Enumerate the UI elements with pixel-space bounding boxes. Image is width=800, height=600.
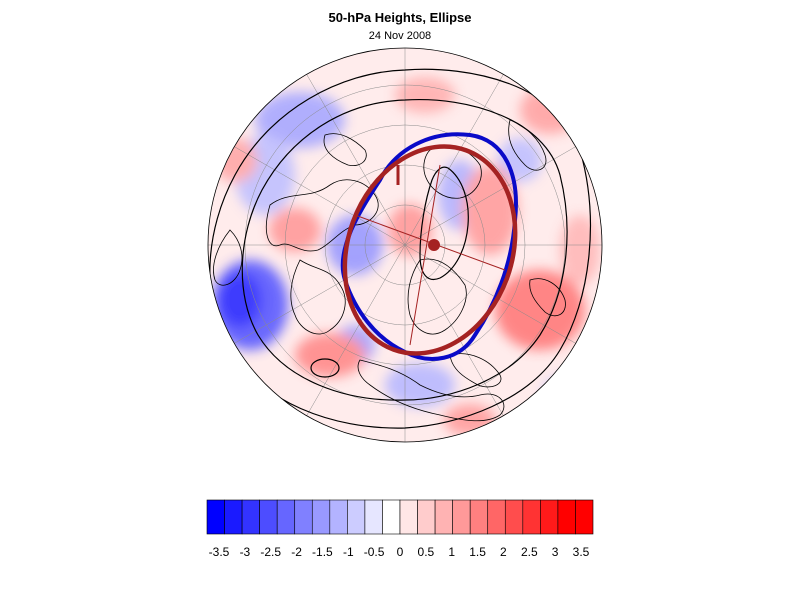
colorbar-tick-label: 1.5 bbox=[469, 545, 486, 559]
anomaly-field bbox=[208, 48, 602, 442]
colorbar-box bbox=[540, 499, 559, 535]
colorbar-box bbox=[329, 499, 348, 535]
colorbar-tick-label: 0.5 bbox=[418, 545, 435, 559]
colorbar-tick-label: 3.5 bbox=[573, 545, 590, 559]
colorbar-box bbox=[347, 499, 366, 535]
colorbar-tick-label: 1 bbox=[448, 545, 455, 559]
colorbar-box bbox=[469, 499, 489, 535]
map-date: 24 Nov 2008 bbox=[368, 30, 432, 42]
colorbar-tick-label: 0 bbox=[397, 545, 404, 559]
colorbar-tick-label: -2.5 bbox=[260, 545, 281, 559]
colorbar-labels: -3.5 -3 -2.5 -2 -1.5 -1 -0.5 0 0.5 1 1.5 2 2.5 3 3.5 bbox=[209, 545, 590, 559]
colorbar-box bbox=[575, 499, 594, 535]
colorbar-box bbox=[504, 499, 524, 535]
colorbar-box bbox=[206, 499, 225, 535]
map-title: 50-hPa Heights, Ellipse bbox=[328, 10, 472, 25]
colorbar-box bbox=[417, 499, 436, 535]
colorbar-box bbox=[434, 499, 453, 535]
ellipse-center-marker bbox=[428, 239, 440, 251]
colorbar-box bbox=[452, 499, 471, 535]
colorbar-tick-label: -3.5 bbox=[209, 545, 230, 559]
colorbar-tick-label: -1.5 bbox=[312, 545, 333, 559]
fitted-ellipse bbox=[342, 144, 518, 356]
colorbar-tick-label: 2.5 bbox=[521, 545, 538, 559]
colorbar-tick-label: -1 bbox=[343, 545, 354, 559]
colorbar-box bbox=[487, 499, 506, 535]
colorbar-tick-label: -3 bbox=[240, 545, 251, 559]
map-boundary bbox=[207, 47, 603, 443]
colorbar-box bbox=[224, 499, 243, 535]
colorbar-tick-label: 3 bbox=[552, 545, 559, 559]
colorbar-tick-label: -2 bbox=[291, 545, 302, 559]
colorbar-box bbox=[364, 499, 383, 535]
colorbar-box bbox=[259, 499, 278, 535]
colorbar-box bbox=[241, 499, 260, 535]
colorbar-box bbox=[399, 499, 418, 535]
colorbar-box bbox=[382, 499, 401, 535]
colorbar-tick-label: -0.5 bbox=[364, 545, 385, 559]
colorbar-boxes bbox=[206, 499, 594, 535]
polar-map bbox=[207, 47, 603, 443]
colorbar-tick-label: 2 bbox=[500, 545, 507, 559]
colorbar-box bbox=[276, 499, 296, 535]
colorbar-box bbox=[522, 499, 541, 535]
colorbar-box bbox=[294, 499, 313, 535]
colorbar-box bbox=[311, 499, 331, 535]
colorbar-box bbox=[557, 499, 576, 535]
ellipse-minor-axis bbox=[409, 164, 441, 346]
